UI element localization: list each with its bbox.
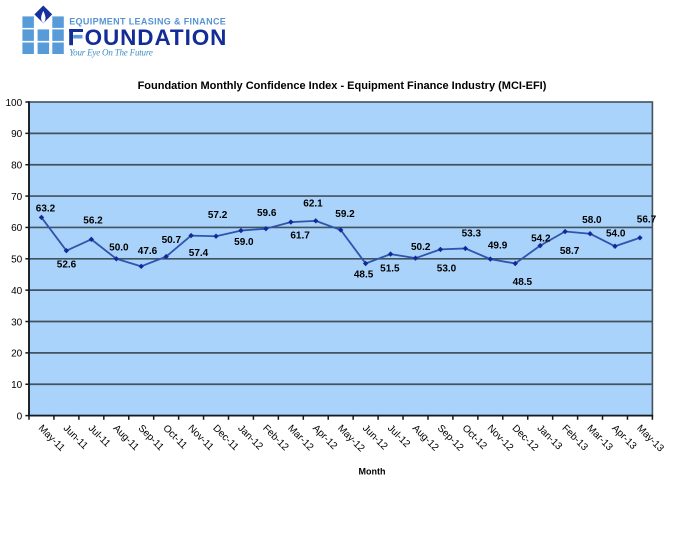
svg-text:63.2: 63.2: [36, 204, 56, 215]
svg-text:57.2: 57.2: [208, 210, 228, 221]
svg-text:62.1: 62.1: [303, 198, 323, 209]
svg-text:Feb-13: Feb-13: [559, 423, 589, 453]
svg-text:Oct-11: Oct-11: [161, 423, 190, 452]
svg-text:53.3: 53.3: [462, 229, 482, 240]
svg-text:56.7: 56.7: [637, 214, 657, 225]
svg-text:53.0: 53.0: [437, 263, 457, 274]
svg-text:60: 60: [11, 223, 23, 234]
svg-text:20: 20: [11, 349, 23, 360]
svg-text:50.7: 50.7: [162, 235, 182, 246]
svg-text:OUNDATION: OUNDATION: [85, 25, 228, 50]
svg-text:Aug-12: Aug-12: [410, 423, 441, 454]
svg-text:10: 10: [11, 380, 23, 391]
svg-text:51.5: 51.5: [380, 263, 400, 274]
svg-text:Mar-12: Mar-12: [285, 423, 315, 453]
svg-text:52.6: 52.6: [57, 260, 77, 271]
svg-text:90: 90: [11, 129, 23, 140]
svg-text:58.7: 58.7: [560, 246, 580, 257]
svg-text:30: 30: [11, 317, 23, 328]
svg-text:54.0: 54.0: [606, 229, 626, 240]
svg-text:48.5: 48.5: [354, 270, 374, 281]
svg-text:50.0: 50.0: [109, 243, 129, 254]
svg-text:Apr-13: Apr-13: [609, 423, 638, 452]
svg-text:Sep-12: Sep-12: [435, 423, 466, 454]
svg-text:Nov-12: Nov-12: [485, 423, 516, 454]
svg-text:Mar-13: Mar-13: [584, 423, 614, 453]
svg-text:59.0: 59.0: [234, 237, 254, 248]
svg-text:70: 70: [11, 192, 23, 203]
svg-text:Foundation Monthly Confidence: Foundation Monthly Confidence Index - Eq…: [138, 80, 547, 92]
svg-text:Jun-11: Jun-11: [61, 423, 90, 452]
svg-text:56.2: 56.2: [83, 215, 103, 226]
svg-text:Nov-11: Nov-11: [185, 423, 215, 453]
svg-text:Oct-12: Oct-12: [460, 423, 489, 452]
svg-text:Feb-12: Feb-12: [260, 423, 290, 453]
svg-text:0: 0: [17, 411, 23, 422]
svg-text:May-13: May-13: [634, 423, 666, 455]
svg-text:Sep-11: Sep-11: [136, 423, 166, 453]
svg-text:May-11: May-11: [36, 423, 67, 454]
svg-text:Jan-13: Jan-13: [535, 423, 565, 453]
svg-text:Jul-12: Jul-12: [385, 423, 412, 450]
svg-text:50.2: 50.2: [411, 242, 431, 253]
svg-text:49.9: 49.9: [488, 240, 508, 251]
svg-text:EQUIPMENT LEASING & FINANCE: EQUIPMENT LEASING & FINANCE: [69, 16, 226, 26]
svg-text:Apr-12: Apr-12: [310, 423, 339, 452]
svg-text:59.6: 59.6: [257, 208, 277, 219]
svg-text:58.0: 58.0: [582, 215, 602, 226]
svg-text:Jul-11: Jul-11: [86, 423, 113, 450]
svg-text:80: 80: [11, 161, 23, 172]
svg-text:61.7: 61.7: [290, 230, 310, 241]
svg-text:59.2: 59.2: [335, 209, 355, 220]
svg-text:57.4: 57.4: [189, 248, 209, 259]
svg-text:Jan-12: Jan-12: [235, 423, 265, 453]
svg-text:Dec-12: Dec-12: [510, 423, 541, 454]
svg-text:47.6: 47.6: [138, 246, 158, 257]
svg-text:Your Eye On The Future: Your Eye On The Future: [69, 47, 153, 57]
svg-text:54.2: 54.2: [531, 234, 551, 245]
svg-text:48.5: 48.5: [513, 277, 533, 288]
svg-text:Aug-11: Aug-11: [111, 423, 141, 453]
svg-text:Month: Month: [359, 467, 386, 477]
svg-text:100: 100: [6, 98, 23, 109]
svg-text:50: 50: [11, 255, 23, 266]
svg-text:Dec-11: Dec-11: [210, 423, 240, 453]
svg-text:40: 40: [11, 286, 23, 297]
